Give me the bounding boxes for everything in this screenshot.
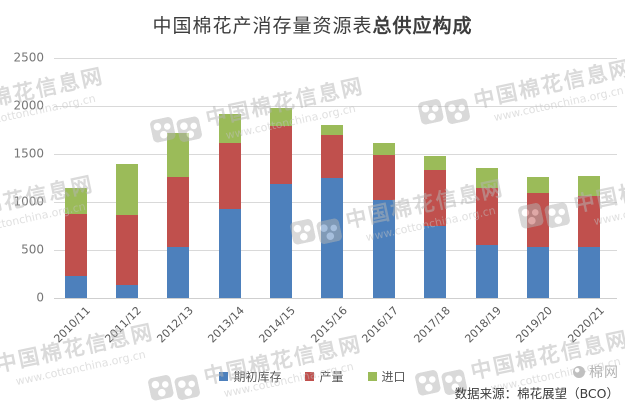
bar-segment-产量	[270, 125, 293, 185]
bar-segment-产量	[218, 142, 241, 209]
bar-segment-产量	[321, 134, 344, 179]
bar-segment-期初库存	[116, 285, 139, 298]
bar-segment-进口	[321, 124, 344, 135]
x-tick-text: 2012/13	[154, 304, 196, 346]
x-tick-text: 2020/21	[564, 304, 607, 346]
bar-segment-进口	[116, 163, 139, 215]
bar-2013-14	[218, 114, 241, 298]
legend-label: 进口	[381, 370, 406, 384]
bar-segment-产量	[116, 214, 139, 286]
legend-swatch-icon	[305, 372, 315, 381]
bar-segment-期初库存	[167, 247, 190, 298]
bar-2019-20	[526, 176, 549, 298]
chart-title-regular: 中国棉花产消存量资源表	[152, 15, 373, 37]
bar-2016-17	[372, 142, 395, 298]
bar-segment-期初库存	[475, 244, 498, 298]
x-tick-text: 2015/16	[308, 304, 350, 346]
bar-2010-11	[64, 188, 87, 298]
bar-segment-产量	[424, 170, 447, 226]
bars-container	[50, 58, 615, 298]
bar-segment-进口	[475, 168, 498, 189]
bar-segment-期初库存	[218, 208, 241, 298]
legend: 期初库存 产量 进口	[0, 368, 625, 385]
bar-2014-15	[270, 108, 293, 298]
bar-2018-19	[475, 168, 498, 298]
mianwang-brand: 棉网	[455, 362, 619, 382]
gridline	[54, 298, 617, 299]
x-tick-text: 2018/19	[462, 304, 504, 346]
watermark-text: 中国棉花信息网 www.cottonchina.org.cn	[201, 328, 367, 404]
bar-2011-12	[116, 163, 139, 298]
mianwang-brand-label: 棉网	[589, 365, 619, 381]
bar-segment-期初库存	[321, 178, 344, 298]
data-source-note: 数据来源：棉花展望（BCO）	[454, 386, 619, 401]
bar-segment-产量	[526, 193, 549, 248]
chart-title-bold: 总供应构成	[372, 15, 473, 37]
legend-item-进口: 进口	[367, 368, 406, 385]
watermark: 中国棉花信息网 www.cottonchina.org.cn	[0, 316, 159, 403]
x-tick-text: 2011/12	[102, 304, 145, 346]
bar-segment-进口	[372, 142, 395, 155]
y-tick-label: 1000	[13, 194, 44, 209]
bar-segment-产量	[64, 214, 87, 276]
x-tick-text: 2010/11	[51, 304, 93, 346]
chart-title: 中国棉花产消存量资源表总供应构成	[0, 11, 625, 38]
y-tick-label: 0	[36, 290, 44, 305]
y-tick-label: 2000	[13, 98, 44, 113]
x-tick-text: 2013/14	[205, 304, 247, 346]
bar-2012-13	[167, 133, 190, 298]
gridline	[54, 106, 617, 107]
x-tick-text: 2014/15	[256, 304, 299, 346]
y-axis: 0 500 1000 1500 2000 2500	[0, 51, 46, 305]
bar-segment-产量	[578, 195, 601, 248]
bar-2017-18	[424, 155, 447, 298]
footer: 棉网 数据来源：棉花展望（BCO）	[455, 362, 619, 402]
x-tick-text: 2016/17	[359, 304, 402, 346]
gridline	[54, 58, 617, 59]
legend-swatch-icon	[367, 372, 377, 381]
x-tick-text: 2019/20	[513, 304, 556, 346]
watermark: 中国棉花信息网 www.cottonchina.org.cn	[146, 328, 367, 405]
mianwang-logo-icon	[573, 366, 585, 378]
y-tick-label: 1500	[13, 146, 44, 161]
bar-segment-进口	[218, 114, 241, 143]
bar-segment-进口	[167, 133, 190, 177]
bar-segment-进口	[526, 176, 549, 194]
bar-segment-期初库存	[526, 247, 549, 298]
legend-item-期初库存: 期初库存	[219, 368, 281, 385]
bar-segment-进口	[64, 188, 87, 215]
bar-segment-期初库存	[424, 225, 447, 298]
bar-segment-产量	[372, 154, 395, 201]
bar-segment-产量	[475, 188, 498, 245]
bar-segment-产量	[167, 176, 190, 248]
bar-segment-进口	[424, 155, 447, 171]
y-tick-label: 500	[21, 242, 44, 257]
bar-segment-进口	[578, 175, 601, 196]
legend-label: 产量	[319, 370, 344, 384]
bar-2015-16	[321, 124, 344, 298]
y-tick-label: 2500	[13, 50, 44, 65]
x-tick-text: 2017/18	[410, 304, 453, 346]
bar-segment-期初库存	[270, 184, 293, 298]
bar-2020-21	[578, 175, 601, 298]
bar-segment-进口	[270, 108, 293, 126]
legend-item-产量: 产量	[305, 368, 344, 385]
bar-segment-期初库存	[64, 275, 87, 298]
legend-label: 期初库存	[233, 370, 282, 384]
bar-segment-期初库存	[578, 247, 601, 298]
legend-swatch-icon	[219, 372, 229, 381]
bar-segment-期初库存	[372, 200, 395, 298]
plot-area	[50, 58, 617, 299]
